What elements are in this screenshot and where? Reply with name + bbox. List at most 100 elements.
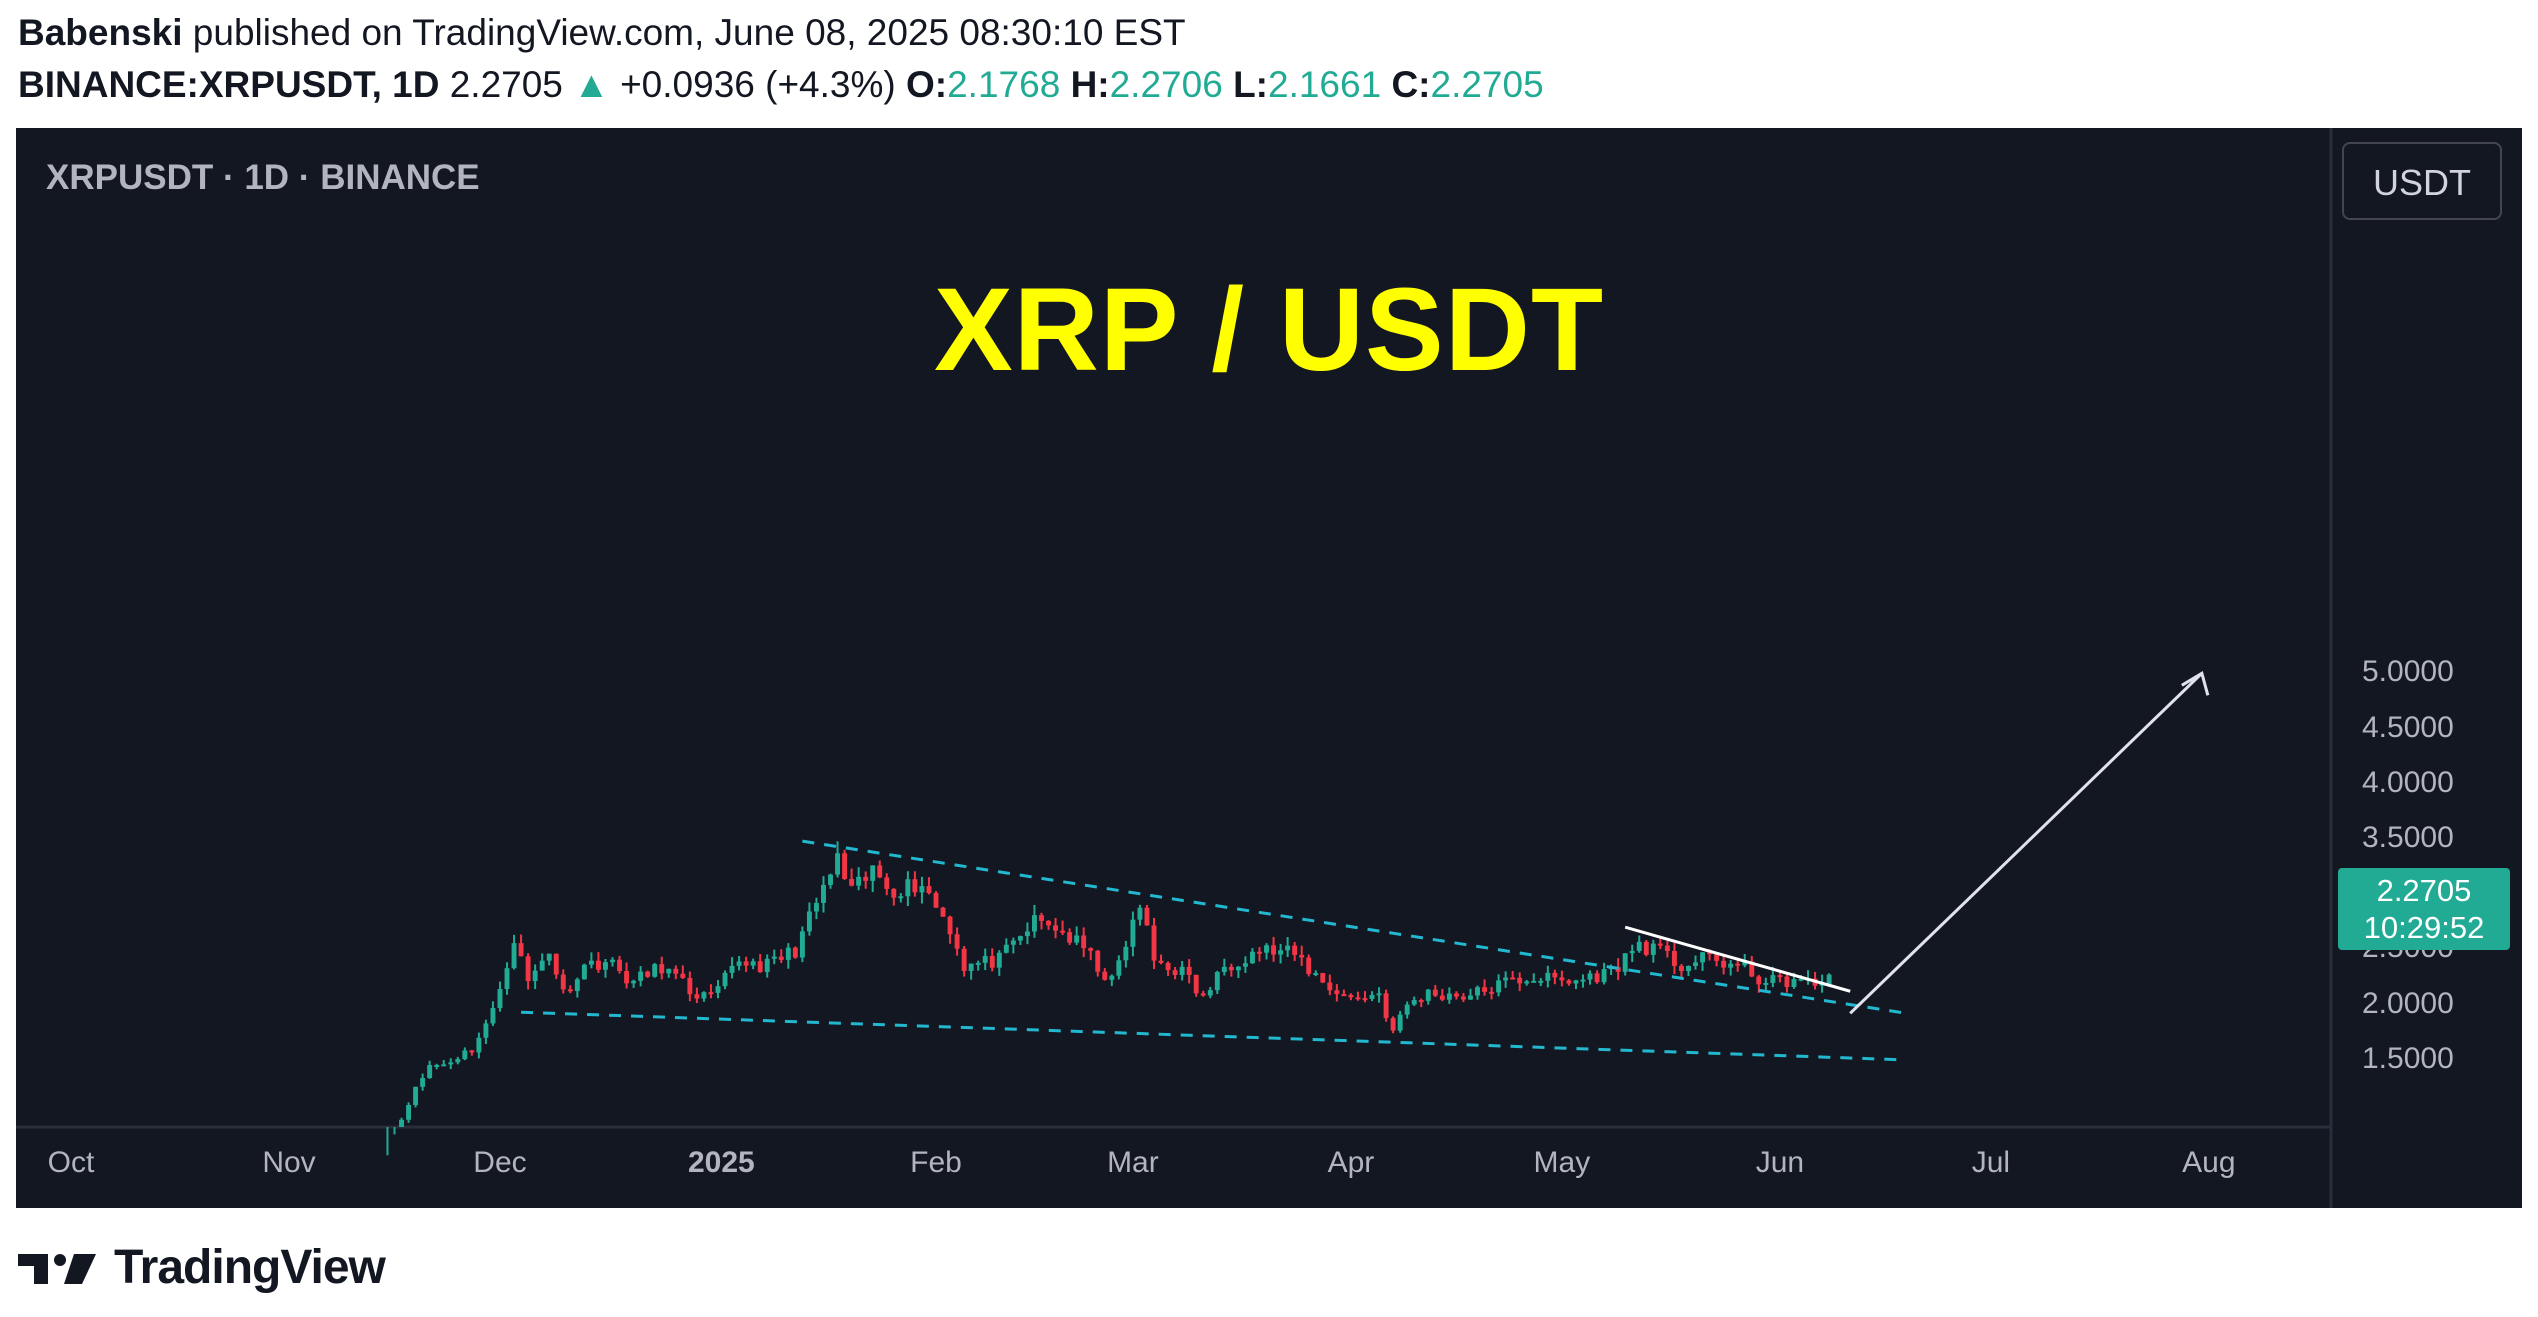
candle (1221, 958, 1227, 976)
candle (518, 934, 524, 957)
candle-body (476, 1037, 482, 1053)
candle (1411, 996, 1417, 1007)
candle-body (1046, 920, 1051, 926)
chart-area[interactable]: XRPUSDT · 1D · BINANCE XRP / USDT USDT 5… (16, 128, 2522, 1208)
candle-body (891, 888, 897, 898)
candle (1601, 962, 1607, 985)
candle-body (1742, 961, 1748, 966)
candle-body (1095, 950, 1101, 972)
candle (919, 876, 925, 904)
currency-button[interactable]: USDT (2342, 142, 2502, 220)
candle-body (1214, 971, 1220, 991)
candle (694, 987, 700, 1004)
candle-body (1383, 993, 1389, 1019)
candle-body (1573, 980, 1579, 984)
candle (898, 893, 904, 903)
candle (1482, 979, 1487, 996)
candle (1010, 937, 1016, 954)
candle (525, 953, 531, 990)
candle (469, 1049, 475, 1056)
candle-body (996, 952, 1002, 968)
candle-body (877, 865, 883, 878)
candle-body (588, 960, 594, 965)
candle-body (560, 974, 566, 990)
candle-body (933, 893, 939, 908)
candle (1453, 991, 1459, 1000)
candle-body (1193, 974, 1199, 994)
candle (1369, 991, 1375, 1002)
candle-body (455, 1059, 461, 1063)
candle (1700, 951, 1706, 971)
candle (708, 984, 714, 999)
candle (1207, 986, 1213, 999)
candle-body (1735, 963, 1741, 966)
candle-body (989, 955, 995, 968)
candle (1299, 945, 1305, 966)
candle (870, 865, 876, 893)
candle (1046, 920, 1051, 930)
candle (595, 952, 601, 973)
price-tick-label: 2.0000 (2362, 986, 2454, 1020)
candle (1144, 904, 1150, 926)
candle-body (1250, 951, 1255, 964)
close-value: 2.2705 (1430, 64, 1544, 105)
bar-countdown: 10:29:52 (2363, 910, 2485, 945)
candle-body (1728, 963, 1734, 968)
candle-body (666, 968, 672, 974)
candle (673, 965, 679, 980)
candle-body (631, 980, 637, 984)
price-tick-label: 5.0000 (2362, 655, 2454, 689)
author-name[interactable]: Babenski (18, 12, 183, 53)
candle-body (968, 963, 974, 971)
candle (1179, 961, 1185, 981)
candle (813, 897, 819, 920)
candle-body (764, 958, 770, 973)
candle-body (1411, 1000, 1417, 1005)
candle (1489, 987, 1495, 1000)
candle-body (757, 961, 763, 973)
candle-body (1067, 932, 1073, 943)
candle-body (701, 992, 707, 999)
candle-body (610, 959, 615, 963)
candle (715, 979, 721, 999)
candle-body (1678, 965, 1684, 972)
candle-body (1010, 940, 1016, 945)
candle (441, 1060, 447, 1067)
candle (1031, 904, 1037, 938)
last-price-tag: 2.2705 10:29:52 (2338, 868, 2510, 950)
candle (1622, 953, 1628, 976)
candle (1517, 972, 1523, 992)
low-label: L: (1233, 64, 1268, 105)
time-tick-label: Apr (1327, 1146, 1375, 1179)
candle (560, 969, 566, 994)
candle (1116, 955, 1122, 980)
candle-body (1158, 960, 1164, 963)
tradingview-logo-icon[interactable] (18, 1248, 100, 1288)
candle (603, 958, 608, 978)
chart-symbol: XRPUSDT · 1D · BINANCE (46, 158, 480, 197)
candle-body (821, 884, 826, 903)
tradingview-brand[interactable]: TradingView (114, 1241, 386, 1294)
candle (1678, 963, 1684, 979)
candle (1432, 984, 1438, 998)
candle (1348, 993, 1354, 1001)
candle-body (1242, 963, 1248, 967)
candle-body (849, 878, 855, 886)
candle-body (1109, 975, 1115, 980)
candle-body (1826, 974, 1832, 985)
candle (1102, 968, 1108, 981)
candle-body (525, 956, 531, 982)
candle (863, 871, 869, 889)
candle-body (1074, 935, 1080, 943)
time-tick-label: Jul (1971, 1146, 2011, 1179)
candle-body (406, 1105, 412, 1120)
open-value: 2.1768 (947, 64, 1061, 105)
candle-body (1207, 990, 1213, 996)
candle-body (624, 971, 630, 984)
candle-body (617, 959, 622, 972)
candle (1763, 977, 1769, 992)
candle-body (982, 955, 988, 963)
candle-body (1088, 948, 1094, 951)
chart-svg[interactable] (16, 128, 2522, 1208)
candle (722, 970, 728, 990)
